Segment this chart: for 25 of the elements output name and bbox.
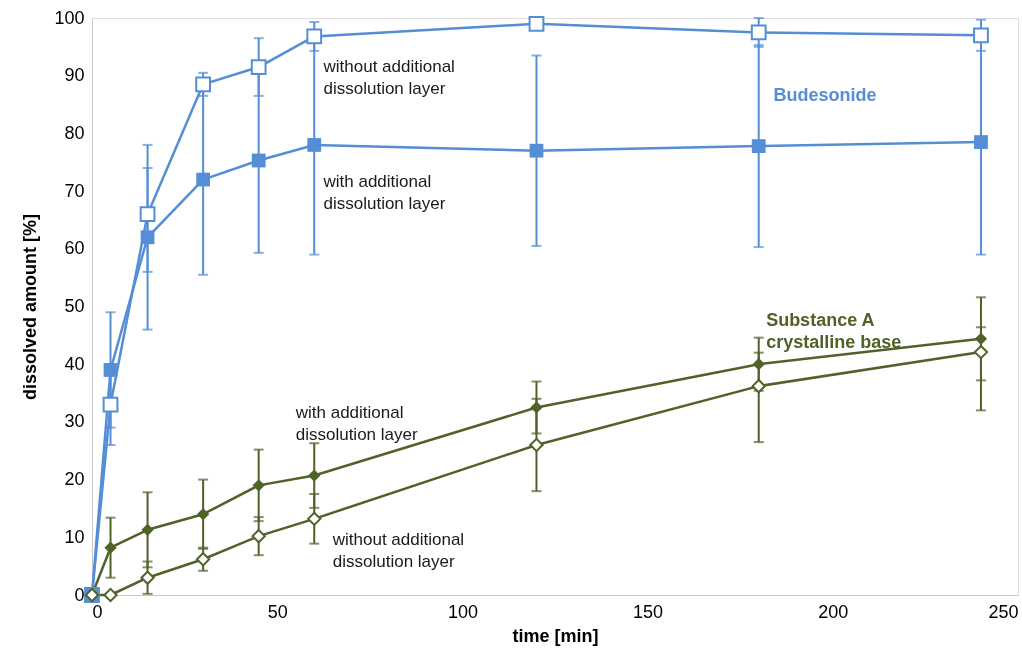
y-tick-label: 80 [64,122,85,143]
y-tick-label: 70 [64,180,85,201]
y-tick-label: 40 [64,353,85,374]
x-tick-label: 100 [447,601,478,622]
annotation: Substance A crystalline base [766,309,902,352]
y-tick-label: 10 [64,526,85,547]
x-tick-label: 50 [267,601,288,622]
x-tick-label: 150 [633,601,664,622]
y-tick-label: 50 [64,296,85,316]
y-tick-label: 0 [74,584,85,605]
y-axis-title: dissolved amount [%] [20,213,41,401]
x-tick-label: 0 [92,601,103,622]
annotation: without additional dissolution layer [322,57,455,99]
annotation: with additional dissolution layer [294,403,418,445]
x-tick-label: 200 [818,601,849,622]
annotation: Budesonide [773,84,877,105]
annotation: without additional dissolution layer [331,530,465,572]
y-tick-label: 90 [64,65,85,86]
y-tick-label: 30 [64,411,85,432]
y-tick-label: 100 [54,7,85,28]
x-tick-label: 250 [988,601,1019,622]
x-axis-title: time [min] [512,625,599,646]
y-tick-label: 60 [64,238,85,259]
y-tick-label: 20 [64,469,85,490]
annotation: with additional dissolution layer [322,172,446,214]
